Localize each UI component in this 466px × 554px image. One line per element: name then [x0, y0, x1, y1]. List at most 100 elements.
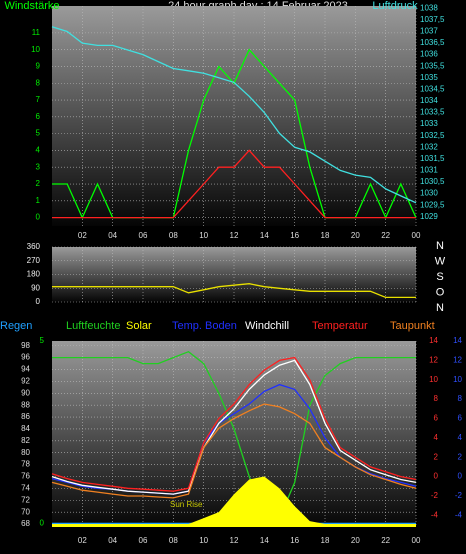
x-tick-label: 12 — [230, 536, 239, 545]
y2-tick-label: 1038 — [420, 3, 438, 12]
x-tick-label: 18 — [321, 231, 330, 240]
y2-tick-label: 1033 — [420, 119, 438, 128]
y2-tick-label: 1034,5 — [420, 84, 445, 93]
x-tick-label: 20 — [351, 536, 360, 545]
y-tick-label: 70 — [21, 507, 30, 516]
compass-label: O — [436, 286, 445, 298]
y-tick-label: 1 — [36, 196, 41, 205]
x-tick-label: 16 — [290, 231, 299, 240]
x-tick-label: 00 — [412, 536, 421, 545]
y-tick-label: 78 — [21, 460, 30, 469]
y3-tick-label: 5 — [40, 336, 45, 345]
legend-entry: Luftfeuchte — [66, 320, 120, 332]
x-tick-label: 02 — [78, 536, 87, 545]
y-tick-label: 2 — [36, 179, 41, 188]
y2-tick-label: 10 — [453, 375, 462, 384]
y-tick-label: 98 — [21, 341, 30, 350]
y2-tick-label: 10 — [429, 375, 438, 384]
y-tick-label: 86 — [21, 412, 30, 421]
series-line — [52, 149, 416, 219]
y-tick-label: 68 — [21, 519, 30, 528]
x-tick-label: 04 — [108, 231, 117, 240]
x-tick-label: 22 — [381, 536, 390, 545]
legend-entry: Windchill — [245, 320, 289, 332]
legend-entry: Solar — [126, 320, 152, 332]
y-tick-label: 90 — [31, 283, 40, 292]
y-tick-label: 4 — [36, 146, 41, 155]
y-tick-label: 270 — [27, 256, 41, 265]
y-tick-label: 6 — [36, 112, 41, 121]
series-line — [51, 359, 417, 495]
y-tick-label: 88 — [21, 400, 30, 409]
x-tick-label: 22 — [381, 231, 390, 240]
y2-tick-label: 1033,5 — [420, 108, 445, 117]
y2-tick-label: -2 — [455, 491, 463, 500]
series-line — [51, 403, 417, 499]
x-tick-label: 10 — [199, 231, 208, 240]
series-line — [52, 283, 416, 299]
compass-label: W — [435, 255, 446, 267]
series-line — [52, 350, 416, 519]
series-area — [52, 476, 416, 527]
y2-tick-label: 4 — [434, 433, 439, 442]
y-tick-label: 360 — [27, 242, 41, 251]
series-line — [51, 356, 417, 492]
series-line — [51, 26, 417, 204]
y-tick-label: 80 — [21, 448, 30, 457]
x-tick-label: 12 — [230, 231, 239, 240]
y2-tick-label: 6 — [434, 414, 439, 423]
y2-tick-label: 14 — [429, 336, 438, 345]
y-tick-label: 5 — [36, 129, 41, 138]
y2-tick-label: 1031,5 — [420, 154, 445, 163]
y-tick-label: 0 — [36, 213, 41, 222]
y2-tick-label: 1029,5 — [420, 200, 445, 209]
y-tick-label: 74 — [21, 483, 30, 492]
y-tick-label: 3 — [36, 162, 41, 171]
annotation: Sun Rise — [170, 500, 203, 509]
y2-tick-label: 1034 — [420, 96, 438, 105]
legend-entry: Luftdruck — [372, 0, 418, 12]
y-tick-label: 94 — [21, 365, 30, 374]
y2-tick-label: 0 — [434, 472, 439, 481]
x-tick-label: 08 — [169, 536, 178, 545]
y-tick-label: 11 — [32, 28, 41, 37]
y-tick-label: 76 — [21, 472, 30, 481]
y-tick-label: 90 — [21, 388, 30, 397]
x-tick-label: 08 — [169, 231, 178, 240]
x-tick-label: 10 — [199, 536, 208, 545]
x-tick-label: 14 — [260, 536, 269, 545]
x-tick-label: 04 — [108, 536, 117, 545]
chart-title: 24 hour graph day : 14 Februar 2023 — [168, 0, 348, 12]
x-tick-label: 02 — [78, 231, 87, 240]
legend-entry: Windstärke — [4, 0, 59, 12]
legend-entry: Regen — [0, 320, 32, 332]
y2-tick-label: -2 — [431, 491, 439, 500]
y2-tick-label: 4 — [458, 433, 463, 442]
y-tick-label: 84 — [21, 424, 30, 433]
y2-tick-label: -4 — [455, 510, 463, 519]
x-tick-label: 00 — [412, 231, 421, 240]
compass-label: N — [436, 302, 444, 314]
y2-tick-label: 8 — [458, 394, 463, 403]
y-tick-label: 0 — [36, 297, 41, 306]
y-tick-label: 10 — [31, 45, 40, 54]
y2-tick-label: 2 — [434, 452, 439, 461]
y2-tick-label: 1036 — [420, 50, 438, 59]
legend-entry: Taupunkt — [390, 320, 435, 332]
y2-tick-label: 1030 — [420, 189, 438, 198]
legend-entry: Temp. Boden — [172, 320, 237, 332]
x-tick-label: 18 — [321, 536, 330, 545]
y2-tick-label: 1031 — [420, 166, 438, 175]
y-tick-label: 92 — [21, 377, 30, 386]
y2-tick-label: 1037,5 — [420, 15, 445, 24]
compass-label: S — [436, 271, 443, 283]
x-tick-label: 06 — [139, 536, 148, 545]
y2-tick-label: 14 — [453, 336, 462, 345]
y2-tick-label: 1035,5 — [420, 61, 445, 70]
y2-tick-label: 1029 — [420, 212, 438, 221]
y2-tick-label: 6 — [458, 414, 463, 423]
y2-tick-label: 1035 — [420, 73, 438, 82]
y-tick-label: 180 — [27, 270, 41, 279]
